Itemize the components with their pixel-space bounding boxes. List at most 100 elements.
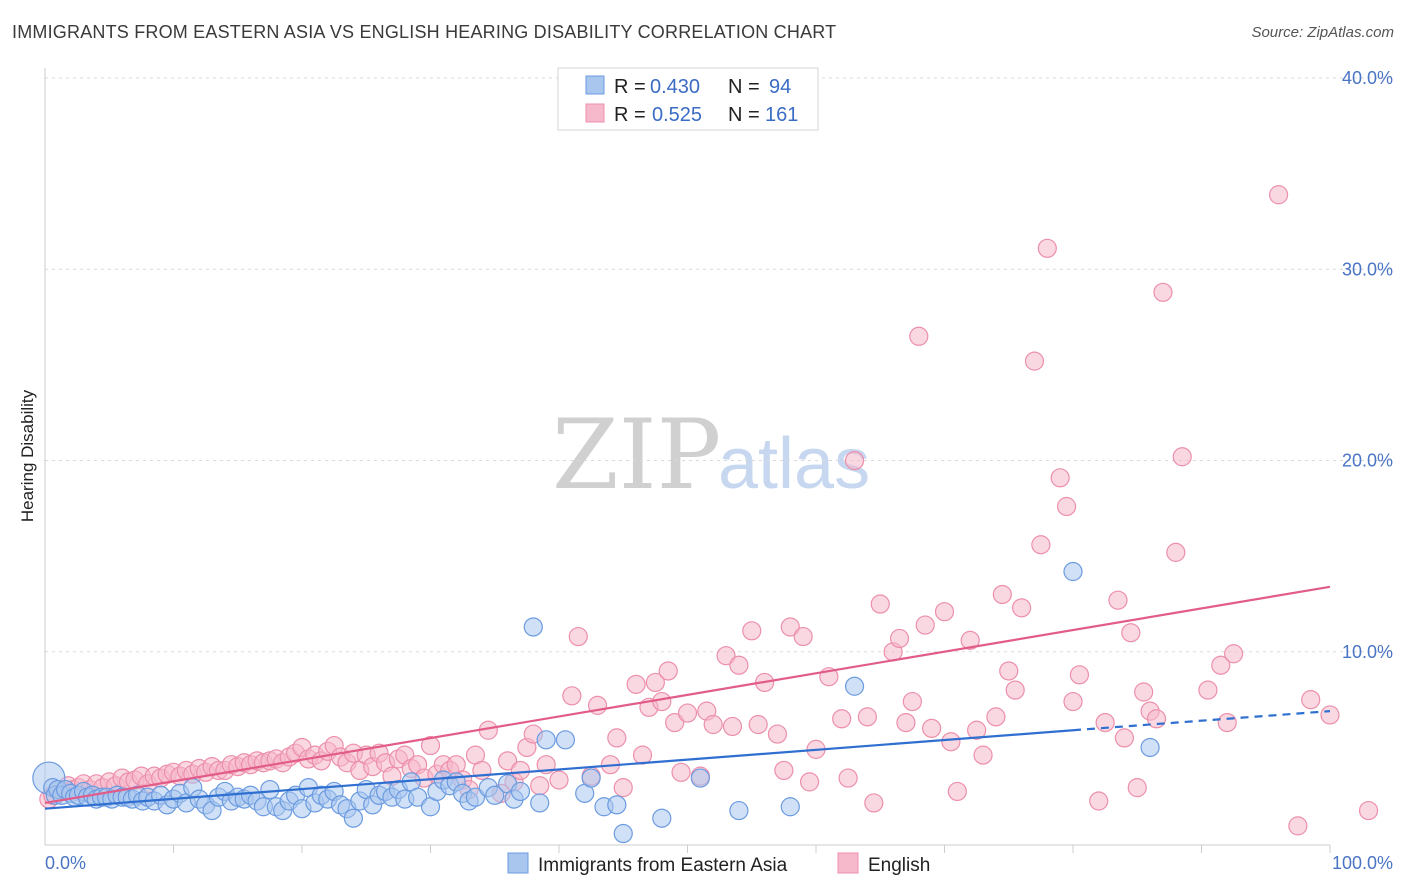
english-point [549, 770, 569, 790]
english-point [870, 594, 890, 614]
legend-n-label-blue: N = [728, 76, 760, 98]
english-point [613, 778, 633, 798]
english-point [1037, 238, 1057, 258]
eastern-asia-point [1140, 737, 1160, 758]
x-tick-label-min: 0.0% [45, 853, 86, 873]
eastern-asia-point [607, 795, 627, 815]
english-point [703, 714, 723, 735]
english-point [1301, 690, 1321, 710]
trend-lines [44, 585, 1331, 810]
english-point [530, 776, 550, 796]
legend-n-value-pink: 161 [765, 104, 798, 126]
english-point [729, 655, 749, 675]
legend-r-value-pink: 0.525 [652, 104, 702, 126]
english-point [652, 691, 672, 712]
english-point [896, 712, 916, 733]
bottom-legend: Immigrants from Eastern Asia English [507, 852, 930, 876]
y-tick-label: 30.0% [1342, 259, 1393, 279]
bottom-legend-swatch-pink [837, 852, 859, 874]
english-point [1134, 682, 1154, 702]
english-point [857, 707, 878, 727]
eastern-asia-point [485, 785, 505, 805]
english-point [864, 793, 884, 813]
english-point [498, 751, 518, 771]
bottom-legend-label-pink: English [868, 855, 930, 876]
english-point [658, 661, 678, 681]
legend-swatch-pink [585, 103, 605, 123]
english-point [716, 646, 736, 666]
y-tick-label: 20.0% [1342, 451, 1393, 471]
english-point [915, 615, 935, 635]
english-point [677, 703, 698, 723]
english-point [671, 762, 691, 782]
bottom-legend-swatch-blue [507, 852, 529, 874]
english-point [973, 745, 993, 765]
eastern-asia-point [536, 730, 556, 750]
english-point [1011, 598, 1032, 618]
english-point [889, 628, 910, 649]
eastern-asia-point [581, 768, 601, 788]
english-point [1127, 778, 1147, 798]
watermark-zip: ZIP [552, 399, 721, 511]
eastern-asia-point [523, 617, 543, 637]
english-point [1224, 644, 1244, 664]
eastern-asia-point [690, 768, 710, 788]
english-point [1114, 728, 1135, 748]
english-point [1063, 691, 1083, 712]
english-point [1056, 496, 1077, 517]
english-point [1050, 468, 1070, 488]
english-point [1288, 816, 1308, 836]
english-point [767, 724, 788, 744]
english-point [774, 760, 794, 781]
legend-box: R = 0.430 N = 94 R = 0.525 N = 161 [557, 67, 819, 131]
english-point [941, 732, 961, 752]
english-point [420, 735, 441, 756]
x-tick-marks [173, 845, 1331, 853]
english-point [992, 584, 1012, 605]
english-point [793, 626, 813, 647]
english-point [1024, 351, 1045, 371]
english-point [902, 691, 922, 712]
english-point [626, 674, 646, 694]
english-point [780, 617, 800, 637]
english-point [1005, 680, 1025, 700]
eastern-asia-point [555, 730, 576, 750]
english-point [748, 714, 768, 735]
english-point [999, 661, 1019, 681]
y-tick-label: 10.0% [1342, 642, 1393, 662]
english-point [1153, 282, 1173, 302]
english-point [722, 716, 743, 737]
english-point [510, 760, 531, 781]
grid-lines [45, 77, 1393, 653]
eastern-asia-trend-extension [1072, 710, 1331, 732]
eastern-asia-point [780, 797, 800, 817]
y-tick-labels: 10.0% 20.0% 30.0% 40.0% [1342, 68, 1393, 662]
english-point [934, 602, 955, 622]
eastern-asia-point [530, 793, 550, 813]
x-tick-label-max: 100.0% [1332, 853, 1393, 873]
english-point [1121, 623, 1141, 643]
english-point [909, 326, 929, 346]
y-axis-label: Hearing Disability [18, 389, 37, 522]
english-point [799, 772, 820, 792]
english-point [742, 621, 762, 641]
legend-r-value-blue: 0.430 [650, 76, 700, 98]
watermark-atlas: atlas [718, 424, 870, 504]
chart-title: IMMIGRANTS FROM EASTERN ASIA VS ENGLISH … [12, 22, 837, 42]
eastern-asia-trend-line [44, 729, 1074, 810]
english-point [947, 781, 967, 802]
english-point [1069, 665, 1090, 685]
english-point [1031, 535, 1051, 555]
english-point [1198, 680, 1218, 700]
legend-n-value-blue: 94 [769, 76, 791, 98]
english-point [607, 728, 627, 748]
eastern-asia-point [729, 800, 749, 821]
english-point [832, 709, 852, 729]
english-point [967, 720, 987, 740]
english-point [1172, 447, 1192, 467]
eastern-asia-point [1063, 561, 1083, 582]
legend-r-label-blue: R = [614, 76, 646, 98]
english-point [562, 686, 582, 706]
eastern-asia-point [844, 676, 865, 696]
english-point [922, 718, 942, 738]
